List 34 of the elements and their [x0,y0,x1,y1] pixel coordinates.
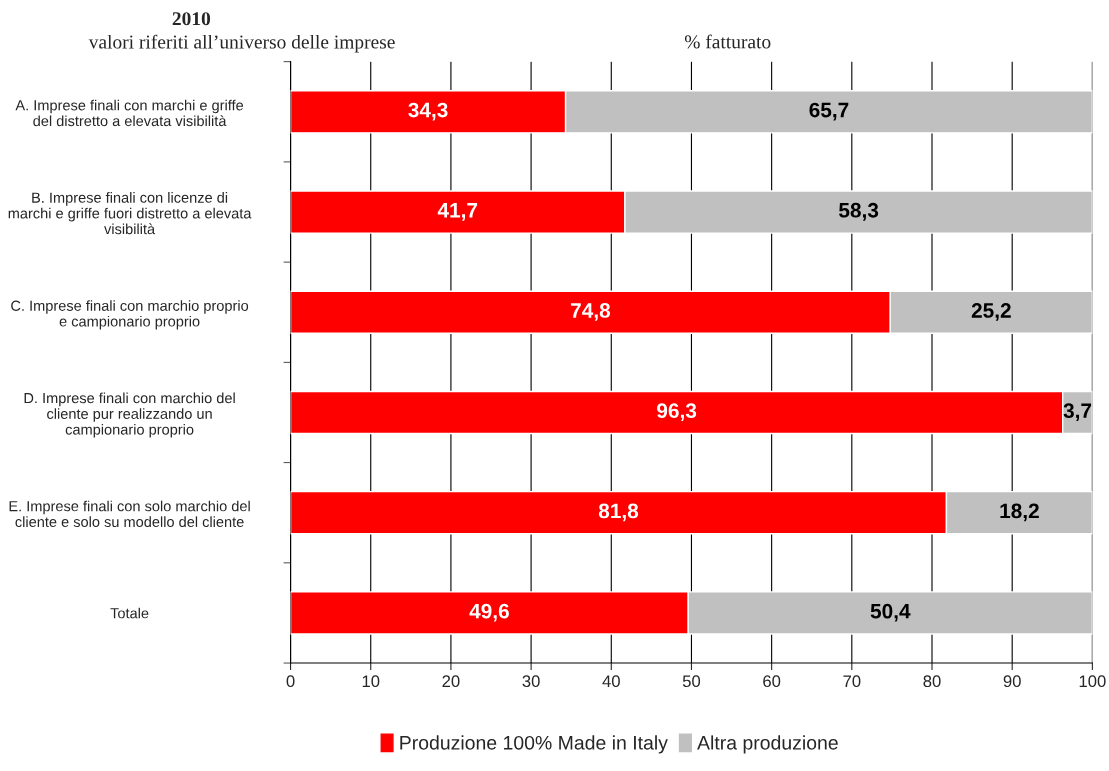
y-tick-label: A. Imprese finali con marchi e griffe del distretto a elevata visibilità [15,99,244,127]
chart-title: 2010 [172,12,211,26]
x-tick-label: 30 [522,675,540,688]
y-tick-label: C. Imprese finali con marchio proprio e campionario proprio [11,300,249,330]
data-label: 25,2 [971,303,1011,321]
x-tick-label: 80 [923,675,941,688]
legend-label: Produzione 100% Made in Italy [400,735,668,754]
data-label: 50,4 [870,603,911,622]
x-tick-label: 10 [362,675,380,688]
x-tick-label: 40 [602,675,620,688]
legend-label: Altra produzione [697,735,838,754]
data-label: 96,3 [657,403,697,422]
data-label: 81,8 [598,503,639,522]
x-tick-label: 50 [682,675,701,688]
data-label: 65,7 [809,102,849,121]
data-label: 41,7 [437,203,478,221]
text: % fatturato [684,34,771,49]
data-label: 18,2 [1000,503,1039,522]
x-tick-label: 70 [843,675,861,688]
x-tick-label: 100 [1079,675,1106,688]
data-label: 74,8 [571,303,611,321]
chart-subtitle: valori riferiti all’universo delle imprese [88,34,395,53]
data-label: 58,3 [839,202,879,221]
data-label: 34,3 [408,102,448,121]
x-tick-label: 90 [1003,675,1021,688]
data-label: 49,6 [469,603,509,622]
y-tick-label: Totale [110,607,149,619]
x-tick-label: 0 [286,675,295,688]
x-tick-label: 60 [763,675,781,688]
y-tick-label: E. Imprese finali con solo marchio del cliente e solo su modello del cliente [9,500,250,528]
y-tick-label: B. Imprese finali con licenze di marchi e griffe fuori distretto a elevata visibilità [8,192,252,235]
x-tick-label: 20 [442,675,460,688]
y-tick-label: D. Imprese finali con marchio del cliente pur realizzando un campionario proprio [24,392,235,438]
data-label: 3,7 [1063,403,1092,422]
